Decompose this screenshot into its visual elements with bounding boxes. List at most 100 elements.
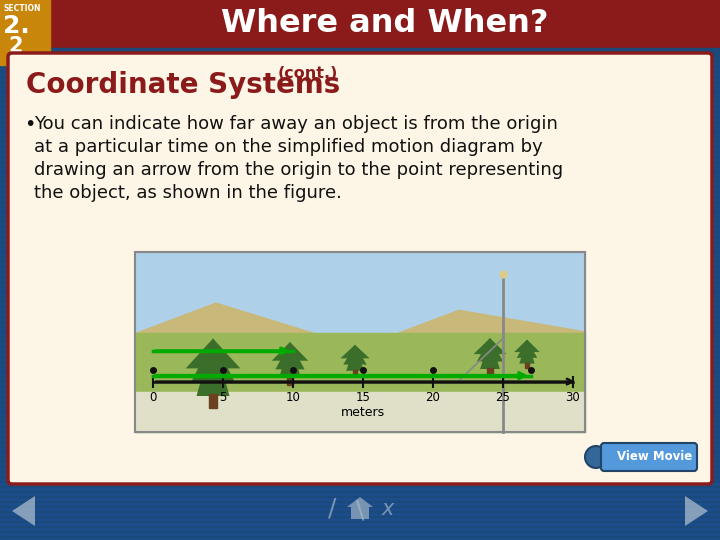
Bar (0, 483, 720, 485)
Bar (0, 302, 720, 305)
Polygon shape (12, 496, 35, 526)
Bar (0, 488, 720, 490)
Text: drawing an arrow from the origin to the point representing: drawing an arrow from the origin to the … (34, 161, 563, 179)
Polygon shape (135, 302, 315, 333)
Bar (0, 163, 720, 165)
Bar (0, 0, 720, 48)
Text: the object, as shown in the figure.: the object, as shown in the figure. (34, 184, 342, 202)
Bar (0, 318, 720, 320)
Text: Coordinate Systems: Coordinate Systems (26, 71, 341, 99)
Bar (0, 517, 720, 520)
Text: 2: 2 (8, 36, 22, 56)
Bar (353, 370, 357, 376)
Bar (0, 373, 720, 375)
Bar (135, 333, 585, 432)
Text: 20: 20 (426, 390, 441, 403)
Bar (0, 397, 720, 400)
Bar (0, 147, 720, 150)
Bar (0, 267, 720, 270)
Bar (0, 482, 720, 540)
Text: at a particular time on the simplified motion diagram by: at a particular time on the simplified m… (34, 138, 543, 156)
Bar (0, 187, 720, 190)
Bar (0, 28, 720, 30)
Bar (0, 488, 720, 490)
Bar (0, 503, 720, 505)
Polygon shape (275, 342, 305, 369)
Bar (0, 17, 720, 20)
Bar (0, 532, 720, 535)
Text: meters: meters (341, 406, 385, 419)
Bar (0, 118, 720, 120)
Bar (0, 357, 720, 360)
Bar (0, 517, 720, 520)
Bar (0, 278, 720, 280)
Polygon shape (519, 340, 535, 363)
Polygon shape (272, 342, 308, 361)
Bar (0, 523, 720, 525)
Bar (0, 457, 720, 460)
Bar (0, 132, 720, 135)
Bar (0, 477, 720, 480)
Bar (0, 158, 720, 160)
Bar (0, 468, 720, 470)
Text: 15: 15 (356, 390, 370, 403)
Bar (0, 63, 720, 65)
Bar (0, 222, 720, 225)
Bar (0, 287, 720, 290)
Text: (cont.): (cont.) (278, 66, 338, 81)
Bar (0, 218, 720, 220)
Bar (0, 532, 720, 535)
Bar (0, 8, 720, 10)
Bar (0, 508, 720, 510)
Bar (0, 87, 720, 90)
Bar (0, 48, 720, 55)
Bar (0, 298, 720, 300)
Bar (0, 503, 720, 505)
Bar (0, 442, 720, 445)
Bar (0, 253, 720, 255)
Bar (0, 422, 720, 425)
Polygon shape (191, 339, 235, 382)
Ellipse shape (585, 446, 607, 468)
Bar (0, 273, 720, 275)
Bar (0, 393, 720, 395)
FancyBboxPatch shape (601, 443, 697, 471)
Polygon shape (341, 345, 369, 359)
Text: $\backslash$: $\backslash$ (355, 498, 365, 522)
Bar (0, 377, 720, 380)
Text: You can indicate how far away an object is from the origin: You can indicate how far away an object … (34, 115, 558, 133)
Text: Where and When?: Where and When? (221, 9, 549, 39)
Bar (0, 247, 720, 250)
Text: View Movie: View Movie (617, 450, 693, 463)
Bar (0, 0, 50, 65)
Bar (0, 242, 720, 245)
Bar (0, 3, 720, 5)
Bar (0, 523, 720, 525)
Bar (0, 92, 720, 95)
Bar (287, 376, 293, 385)
Bar (0, 293, 720, 295)
Bar (0, 43, 720, 45)
Polygon shape (347, 497, 373, 507)
Bar (0, 307, 720, 310)
Bar (525, 363, 529, 368)
Bar (0, 123, 720, 125)
Bar (0, 83, 720, 85)
Bar (0, 327, 720, 330)
Bar (0, 492, 720, 495)
Bar (135, 252, 585, 432)
Text: 0: 0 (149, 390, 157, 403)
Bar (0, 198, 720, 200)
Bar (0, 382, 720, 385)
Text: •: • (24, 115, 35, 134)
Bar (0, 537, 720, 540)
Bar (0, 23, 720, 25)
Bar (0, 152, 720, 155)
Bar (0, 178, 720, 180)
Polygon shape (474, 338, 506, 354)
Bar (0, 167, 720, 170)
Bar (0, 103, 720, 105)
Bar (351, 507, 369, 519)
Bar (135, 252, 585, 432)
Bar (0, 282, 720, 285)
